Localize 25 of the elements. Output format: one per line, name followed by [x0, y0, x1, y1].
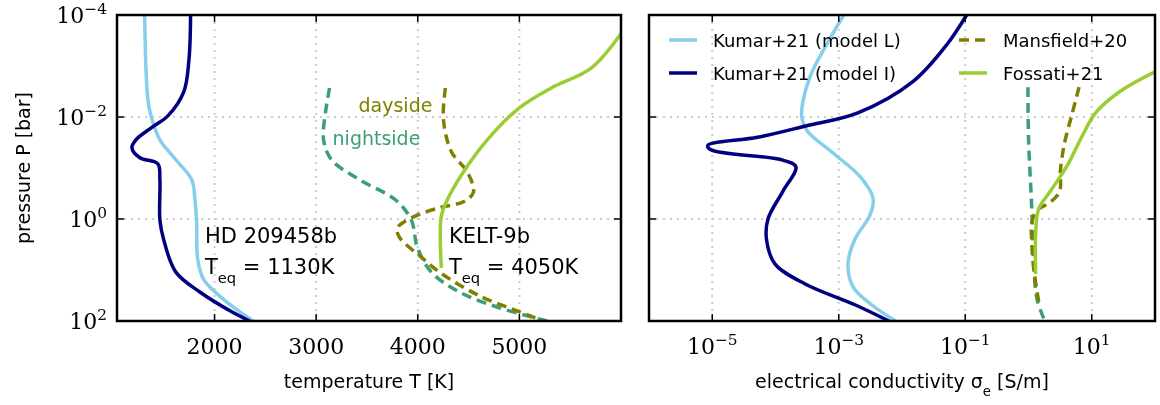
annotation: T$_{eq}$ = 1130K	[204, 255, 336, 286]
legend-label: Mansfield+20	[1003, 30, 1128, 51]
x-tick-label: 10$^{1}$	[1072, 331, 1111, 359]
x-tick-label: 10$^{−5}$	[686, 331, 738, 359]
legend-label: Kumar+21 (model I)	[713, 63, 897, 84]
legend-label: Fossati+21	[1003, 63, 1104, 84]
series-label: nightside	[332, 127, 421, 149]
y-axis-title: pressure P [bar]	[12, 92, 34, 244]
x-tick-label: 2000	[186, 334, 243, 359]
y-tick-label: 10$^{−4}$	[56, 0, 108, 28]
series-label: dayside	[358, 94, 433, 116]
annotation: HD 209458b	[205, 224, 338, 248]
x-axis-title: electrical conductivity σ$_{e}$ [S/m]	[755, 370, 1049, 399]
annotation: KELT-9b	[449, 224, 531, 248]
legend-label: Kumar+21 (model L)	[713, 30, 901, 51]
x-tick-label: 3000	[288, 334, 345, 359]
y-tick-label: 10$^{−2}$	[56, 102, 107, 130]
y-tick-label: 10$^{0}$	[69, 204, 107, 232]
y-tick-label: 10$^{2}$	[69, 306, 107, 334]
annotation: T$_{eq}$ = 4050K	[448, 255, 580, 286]
x-tick-label: 10$^{−3}$	[813, 331, 865, 359]
x-tick-label: 10$^{−1}$	[939, 331, 991, 359]
x-tick-label: 5000	[491, 334, 548, 359]
x-tick-label: 4000	[389, 334, 446, 359]
x-axis-title: temperature T [K]	[283, 370, 455, 392]
